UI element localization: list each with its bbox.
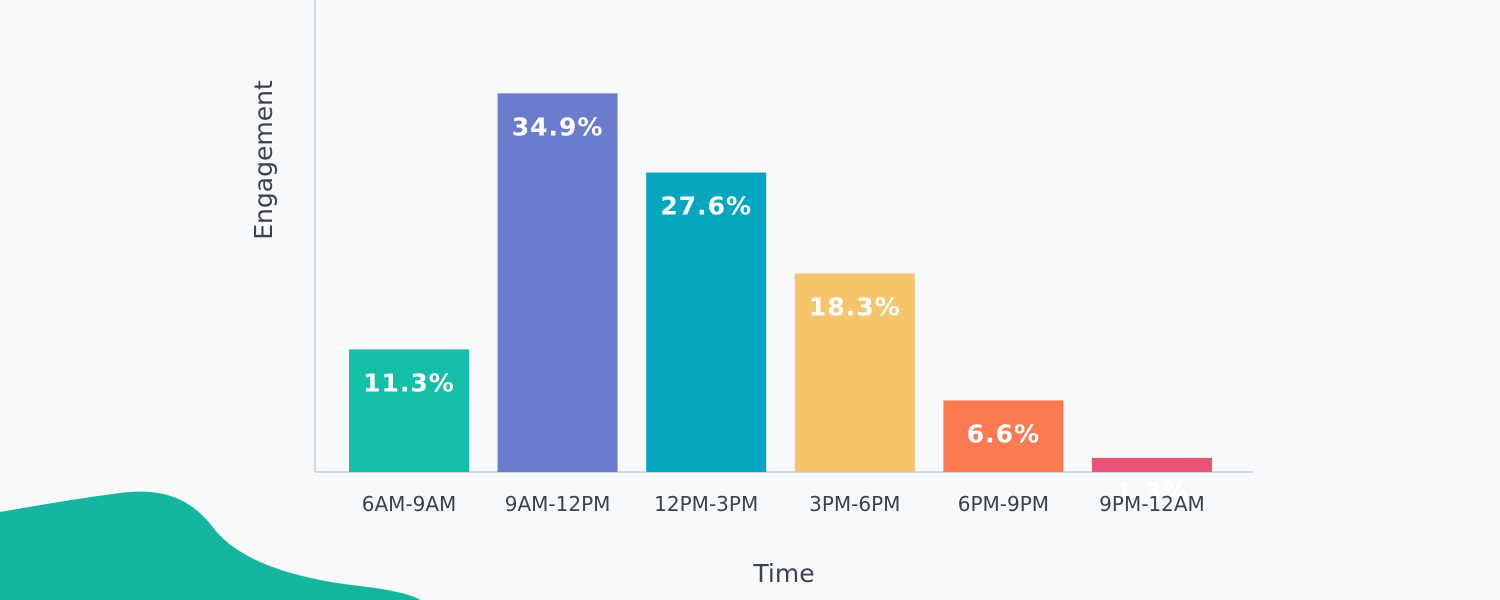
bar-6am-9am <box>349 349 469 472</box>
bar-3pm-6pm <box>794 273 915 472</box>
x-tick-label: 9PM-12AM <box>1099 492 1205 516</box>
x-tick-labels: 6AM-9AM 9AM-12PM 12PM-3PM 3PM-6PM 6PM-9PM 9PM… <box>362 492 1205 516</box>
bar-value-label: 18.3% <box>809 292 901 321</box>
bar-value-label: 6.6% <box>967 419 1040 448</box>
bar-9pm-12am <box>1092 457 1212 472</box>
bar-value-label: 11.3% <box>363 368 455 397</box>
x-tick-label: 6AM-9AM <box>362 492 457 516</box>
bar-value-label: 1.3% <box>1115 477 1188 506</box>
bar-value-labels: 11.3% 34.9% 27.6% 18.3% 6.6% 1.3% <box>363 112 1188 506</box>
bar-6pm-9pm <box>943 400 1064 472</box>
bar-9am-12pm <box>497 93 618 473</box>
bar-value-label: 27.6% <box>660 192 752 221</box>
bar-12pm-3pm <box>646 172 767 473</box>
x-tick-label: 12PM-3PM <box>654 492 758 516</box>
bars-group <box>349 93 1212 473</box>
bar-value-label: 34.9% <box>512 112 604 141</box>
y-axis-title: Engagement <box>249 80 278 240</box>
x-axis-title: Time <box>752 559 814 588</box>
teal-wave-shape <box>0 491 420 600</box>
x-tick-label: 3PM-6PM <box>809 492 900 516</box>
x-tick-label: 6PM-9PM <box>958 492 1049 516</box>
x-tick-label: 9AM-12PM <box>505 492 611 516</box>
